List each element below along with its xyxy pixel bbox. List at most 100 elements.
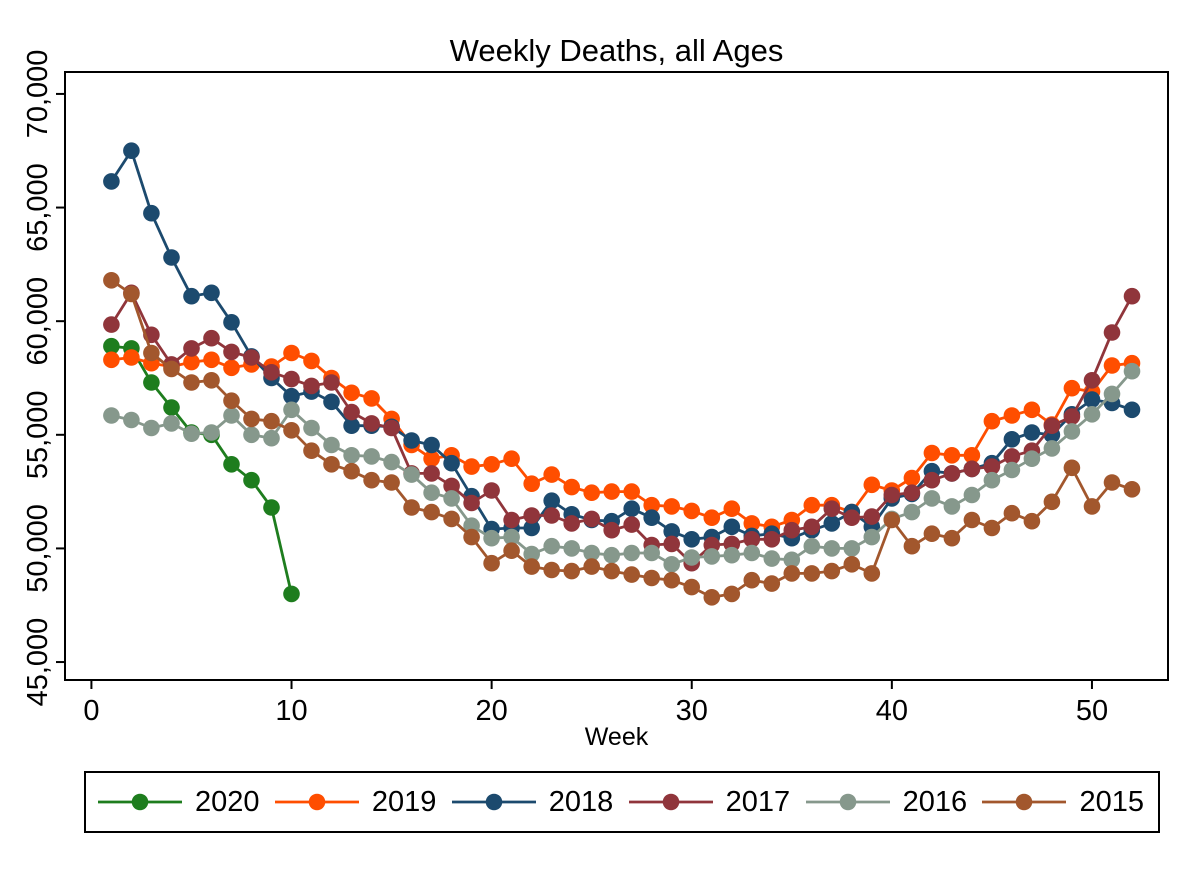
data-point-2016-week-38 [843, 540, 861, 557]
data-point-2016-week-9 [263, 429, 280, 447]
data-point-2017-week-8 [243, 349, 260, 366]
data-point-2019-week-42 [923, 444, 941, 462]
data-point-2017-week-1 [103, 316, 120, 333]
chart-title: Weekly Deaths, all Ages [449, 33, 784, 68]
data-point-2015-week-7 [223, 392, 240, 410]
data-point-2017-week-39 [863, 508, 881, 525]
data-point-2019-week-24 [563, 478, 580, 496]
data-point-2019-week-1 [103, 351, 120, 369]
data-point-2017-week-48 [1043, 417, 1061, 435]
data-point-2018-week-13 [343, 417, 360, 435]
data-point-2015-week-46 [1003, 504, 1021, 522]
data-point-2015-week-44 [963, 511, 981, 529]
data-point-2015-week-27 [623, 566, 640, 583]
data-point-2016-week-22 [523, 545, 540, 563]
data-point-2019-week-26 [603, 483, 620, 500]
legend-marker-2020 [98, 793, 182, 811]
data-point-2018-week-6 [203, 284, 220, 302]
data-point-2016-week-28 [643, 544, 660, 562]
data-point-2016-week-37 [823, 540, 841, 557]
data-point-2016-week-42 [923, 490, 941, 507]
series-line-2020 [111, 344, 293, 595]
data-point-2016-week-24 [563, 540, 580, 557]
data-point-2018-week-4 [163, 249, 180, 266]
data-point-2016-week-1 [103, 407, 120, 424]
data-point-2017-week-15 [383, 419, 400, 437]
legend-entry-2018: 2018 [451, 787, 613, 817]
data-point-2017-week-44 [963, 460, 981, 478]
data-point-2018-week-28 [643, 509, 660, 526]
x-tick-label: 0 [83, 695, 99, 727]
data-point-2016-week-31 [703, 548, 721, 565]
data-point-2019-week-23 [543, 466, 560, 483]
data-point-2018-week-18 [443, 454, 460, 472]
x-tick-label: 50 [1076, 695, 1108, 727]
data-point-2019-week-43 [943, 447, 961, 464]
data-point-2017-week-25 [583, 510, 600, 528]
legend-dot [308, 793, 326, 811]
data-point-2019-week-25 [583, 484, 600, 502]
data-point-2018-week-2 [123, 142, 140, 159]
data-point-2015-week-32 [723, 585, 741, 603]
data-point-2016-week-6 [203, 424, 220, 441]
data-point-2017-week-7 [223, 343, 240, 361]
legend-label-2020: 2020 [195, 785, 260, 818]
data-point-2017-week-37 [823, 500, 841, 517]
data-point-2019-week-41 [903, 469, 921, 487]
data-point-2016-week-48 [1043, 440, 1061, 457]
data-point-2015-week-15 [383, 474, 400, 491]
data-point-2015-week-30 [683, 578, 700, 596]
data-point-2015-week-39 [863, 565, 881, 582]
data-point-2016-week-20 [483, 529, 500, 547]
data-point-2020-week-3 [143, 374, 160, 391]
data-point-2020-week-9 [263, 499, 280, 516]
data-point-2015-week-35 [783, 565, 801, 582]
data-point-2016-week-52 [1123, 362, 1141, 380]
series-line-2017 [110, 291, 1134, 565]
data-point-2017-week-12 [323, 374, 340, 391]
y-tick-label: 45,000 [22, 618, 54, 707]
legend-label-2015: 2015 [1079, 785, 1144, 818]
data-point-2016-week-5 [183, 425, 200, 443]
data-point-2020-week-8 [243, 471, 260, 489]
data-point-2017-week-10 [283, 370, 300, 388]
data-point-2017-week-42 [923, 471, 941, 489]
data-point-2015-week-9 [263, 412, 280, 430]
data-point-2019-week-14 [363, 390, 380, 407]
data-point-2019-week-27 [623, 483, 640, 500]
data-point-2017-week-5 [183, 340, 200, 357]
legend: 2020 2019 2018 2017 2016 2015 [84, 771, 1160, 833]
data-point-2019-week-11 [303, 352, 320, 370]
data-point-2017-week-18 [443, 477, 460, 495]
legend-entry-2017: 2017 [628, 787, 790, 817]
data-point-2017-week-41 [903, 484, 921, 502]
data-point-2017-week-27 [623, 516, 640, 533]
data-point-2018-week-16 [403, 432, 420, 449]
data-point-2016-week-3 [143, 419, 160, 437]
data-point-2016-week-32 [723, 546, 741, 564]
data-point-2017-week-20 [483, 482, 500, 499]
data-point-2020-week-7 [223, 456, 240, 473]
data-point-2020-week-4 [163, 399, 180, 416]
data-point-2017-week-35 [783, 521, 801, 539]
data-point-2015-week-51 [1103, 474, 1121, 491]
x-tick-label: 30 [676, 695, 708, 727]
data-point-2019-week-51 [1103, 357, 1121, 374]
data-point-2017-week-17 [423, 465, 440, 482]
data-point-2015-week-52 [1123, 481, 1141, 498]
data-point-2015-week-16 [403, 499, 420, 516]
data-point-2015-week-36 [803, 565, 821, 582]
data-point-2018-week-52 [1123, 401, 1141, 419]
data-point-2018-week-47 [1023, 424, 1041, 441]
data-point-2018-week-12 [323, 393, 340, 411]
data-point-2018-week-22 [523, 519, 540, 537]
legend-dot [1016, 793, 1033, 811]
data-point-2016-week-51 [1103, 385, 1121, 403]
data-point-2015-week-26 [603, 562, 620, 580]
data-point-2016-week-39 [863, 528, 881, 546]
data-point-2017-week-24 [563, 515, 580, 532]
data-point-2015-week-17 [423, 503, 440, 521]
data-point-2019-week-36 [803, 496, 821, 514]
legend-marker-2018 [451, 793, 536, 811]
x-tick-label: 10 [275, 695, 307, 727]
